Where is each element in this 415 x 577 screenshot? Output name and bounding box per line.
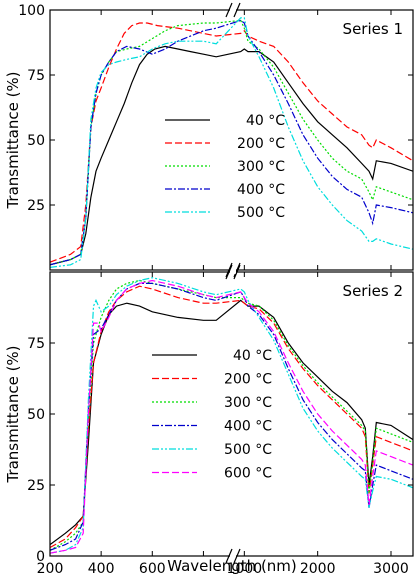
x-tick-label: 400 [88,561,115,577]
series-line-500c [50,277,413,554]
axis-break-mark [233,2,241,18]
x-axis-label: Wavelength (nm) [167,557,297,575]
axis-break-mark [225,262,233,278]
axis-break-mark [225,2,233,18]
y-axis-label: Transmittance (%) [4,71,22,209]
axis-break-gap [230,270,236,274]
legend-label: 40 °C [246,113,285,129]
legend-label: 500 °C [224,442,272,458]
legend-label: 500 °C [237,205,285,221]
legend-label: 300 °C [224,395,272,411]
axis-break-mark [233,262,241,278]
axis-break-mark [233,264,241,280]
axis-break-mark [225,548,233,564]
legend-label: 400 °C [224,419,272,435]
legend-label: 40 °C [233,348,272,364]
series-line-400c [50,19,413,266]
series-lines [50,17,413,268]
y-tick-label: 25 [27,198,45,214]
y-axis-label: Transmittance (%) [4,345,22,483]
y-tick-label: 0 [36,549,45,565]
plot-frame [49,271,414,557]
y-tick-label: 100 [18,3,45,19]
panel-series-2: 0 25 50 75 200 400 600 1000 2000 3000 Series 2 Tran… [4,264,414,577]
axis-break-mark [225,264,233,280]
series-line-200c [50,22,413,263]
series-line-200c [50,285,413,549]
series-line-40c [50,45,413,266]
series-line-400c [50,282,413,551]
series-line-300c [50,279,413,551]
series-line-500c [50,17,413,268]
x-tick-label: 2000 [300,561,336,577]
legend-label: 600 °C [224,466,272,482]
panel-label: Series 2 [343,282,403,300]
legend-label: 300 °C [237,159,285,175]
y-tick-label: 50 [27,133,45,149]
axis-break-gap [230,8,236,12]
legend-label: 200 °C [237,136,285,152]
plot-frame [49,9,414,271]
panel-label: Series 1 [343,20,403,38]
x-tick-label: 200 [37,561,64,577]
y-tick-label: 50 [27,407,45,423]
legend-label: 400 °C [237,182,285,198]
y-tick-label: 75 [27,336,45,352]
x-tick-label: 1000 [227,561,263,577]
y-tick-label: 75 [27,68,45,84]
legend: 40 °C 200 °C 300 °C 400 °C 500 °C 600 °C [152,348,272,482]
series-lines [50,277,413,554]
series-line-600c [50,279,413,554]
legend-label: 200 °C [224,372,272,388]
axis-break-gap [230,554,236,558]
y-tick-label: 25 [27,478,45,494]
x-tick-label: 600 [139,561,166,577]
axis-break-mark [233,548,241,564]
x-tick-label: 3000 [373,561,409,577]
panel-series-1: 25 50 75 100 Series 1 Transmittance (%) 40 °C 2… [4,2,414,278]
legend: 40 °C 200 °C 300 °C 400 °C 500 °C [165,113,285,221]
